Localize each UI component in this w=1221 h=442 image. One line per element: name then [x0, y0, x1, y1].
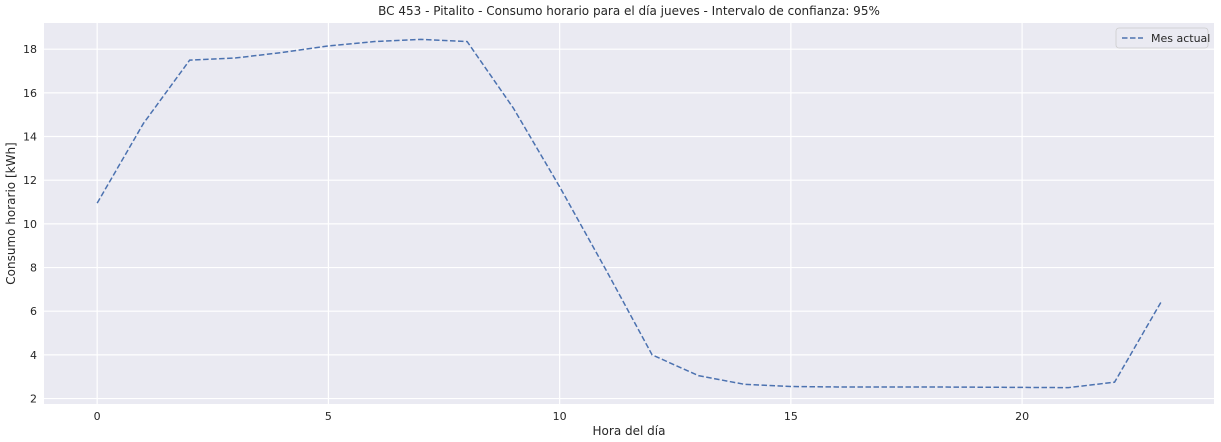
y-axis-label: Consumo horario [kWh] — [4, 142, 18, 284]
grid — [44, 23, 1214, 404]
legend-box — [1115, 27, 1209, 49]
y-tick-label: 6 — [30, 305, 37, 318]
x-tick-label: 5 — [325, 410, 332, 423]
x-tick-label: 15 — [784, 410, 798, 423]
y-tick-label: 10 — [23, 218, 37, 231]
x-tick-label: 10 — [553, 410, 567, 423]
y-tick-labels: 2 4 6 8 10 12 14 16 18 — [23, 43, 37, 405]
x-axis-label: Hora del día — [593, 424, 666, 438]
y-tick-label: 16 — [23, 87, 37, 100]
y-tick-label: 2 — [30, 393, 37, 406]
x-tick-labels: 0 5 10 15 20 — [94, 410, 1029, 423]
y-tick-label: 18 — [23, 43, 37, 56]
series-line — [96, 38, 1162, 389]
y-tick-label: 14 — [23, 131, 37, 144]
y-tick-label: 8 — [30, 262, 37, 275]
y-tick-label: 4 — [30, 349, 37, 362]
chart-title: BC 453 - Pitalito - Consumo horario para… — [378, 4, 880, 18]
legend: Mes actual — [1115, 27, 1210, 49]
series-layer — [96, 38, 1162, 389]
x-tick-label: 0 — [94, 410, 101, 423]
plot-area — [44, 23, 1214, 404]
x-tick-label: 20 — [1015, 410, 1029, 423]
y-tick-label: 12 — [23, 174, 37, 187]
legend-label: Mes actual — [1151, 32, 1210, 45]
